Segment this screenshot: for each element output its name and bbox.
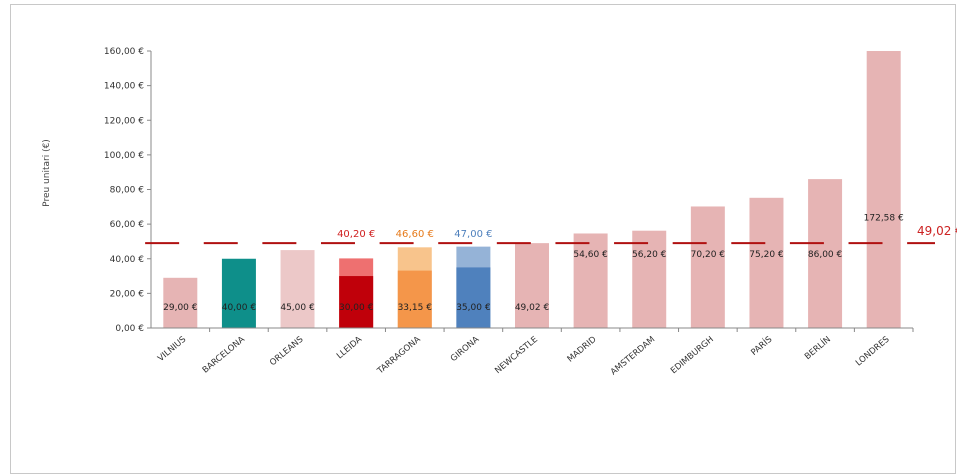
x-tick-label: PARÍS bbox=[748, 333, 774, 358]
x-tick-label: MADRID bbox=[566, 334, 599, 364]
data-label: 33,15 € bbox=[398, 303, 433, 313]
bar bbox=[573, 233, 608, 328]
bar bbox=[749, 197, 784, 328]
y-tick-label: 100,00 € bbox=[104, 151, 144, 161]
bar bbox=[632, 230, 667, 328]
x-tick-label: BERLÍN bbox=[802, 333, 833, 362]
bar bbox=[808, 179, 843, 328]
data-label: 172,58 € bbox=[864, 214, 904, 224]
data-label: 70,20 € bbox=[691, 250, 726, 260]
bars-group bbox=[163, 51, 901, 328]
x-tick-label: TARRAGONA bbox=[375, 335, 423, 377]
y-tick-label: 80,00 € bbox=[110, 186, 145, 196]
bar bbox=[690, 206, 725, 328]
bar bbox=[866, 51, 901, 328]
data-label: 49,02 € bbox=[515, 303, 550, 313]
bar bbox=[456, 267, 491, 328]
x-tick-label: NEWCASTLE bbox=[493, 335, 540, 376]
reference-line-group: 49,02 € bbox=[145, 224, 957, 245]
bar-chart: Preu unitari (€) 0,00 € 20,00 € 40,00 € 60,… bbox=[42, 47, 957, 378]
x-axis: VILNIUS BARCELONA ORLEANS LLEIDA TARRAGONA GI… bbox=[151, 327, 914, 378]
data-label: 56,20 € bbox=[632, 250, 667, 260]
y-axis-label: Preu unitari (€) bbox=[42, 139, 52, 207]
y-tick-label: 140,00 € bbox=[104, 82, 144, 92]
x-tick-label: VILNIUS bbox=[156, 335, 188, 364]
reference-line-label: 49,02 € bbox=[917, 224, 957, 238]
data-label: 30,00 € bbox=[339, 303, 374, 313]
y-tick-label: 20,00 € bbox=[110, 289, 145, 299]
x-tick-label: BARCELONA bbox=[201, 335, 247, 376]
upper-data-label: 46,60 € bbox=[396, 229, 434, 240]
bar bbox=[221, 258, 256, 328]
y-tick-label: 60,00 € bbox=[110, 220, 145, 230]
y-tick-label: 160,00 € bbox=[104, 47, 144, 57]
data-label: 54,60 € bbox=[573, 250, 608, 260]
x-tick-label: LONDRES bbox=[854, 335, 892, 369]
upper-data-label: 40,20 € bbox=[337, 229, 375, 240]
x-tick-label: AMSTERDAM bbox=[609, 335, 657, 378]
y-tick-label: 120,00 € bbox=[104, 116, 144, 126]
y-axis: 0,00 € 20,00 € 40,00 € 60,00 € 80,00 € 100,00… bbox=[104, 47, 152, 334]
x-tick-label: ORLEANS bbox=[268, 335, 305, 369]
data-label: 86,00 € bbox=[808, 250, 843, 260]
bar bbox=[163, 277, 198, 328]
x-tick-label: EDIMBURGH bbox=[669, 335, 716, 377]
data-label: 29,00 € bbox=[163, 303, 198, 313]
y-tick-label: 0,00 € bbox=[115, 324, 144, 334]
bar bbox=[397, 270, 432, 328]
x-tick-label: LLEIDA bbox=[335, 335, 364, 362]
data-labels-group: 29,00 € 40,00 € 45,00 € 30,00 € 40,20 € 33,15… bbox=[163, 214, 904, 313]
data-label: 40,00 € bbox=[222, 303, 257, 313]
bar bbox=[280, 250, 315, 328]
chart-frame: Preu unitari (€) 0,00 € 20,00 € 40,00 € 60,… bbox=[10, 4, 957, 474]
data-label: 45,00 € bbox=[280, 303, 315, 313]
data-label: 75,20 € bbox=[749, 250, 784, 260]
x-tick-label: GIRONA bbox=[449, 335, 482, 365]
y-tick-label: 40,00 € bbox=[110, 255, 145, 265]
upper-data-label: 47,00 € bbox=[454, 229, 492, 240]
bar bbox=[339, 276, 374, 328]
bar bbox=[515, 243, 549, 328]
data-label: 35,00 € bbox=[456, 303, 491, 313]
